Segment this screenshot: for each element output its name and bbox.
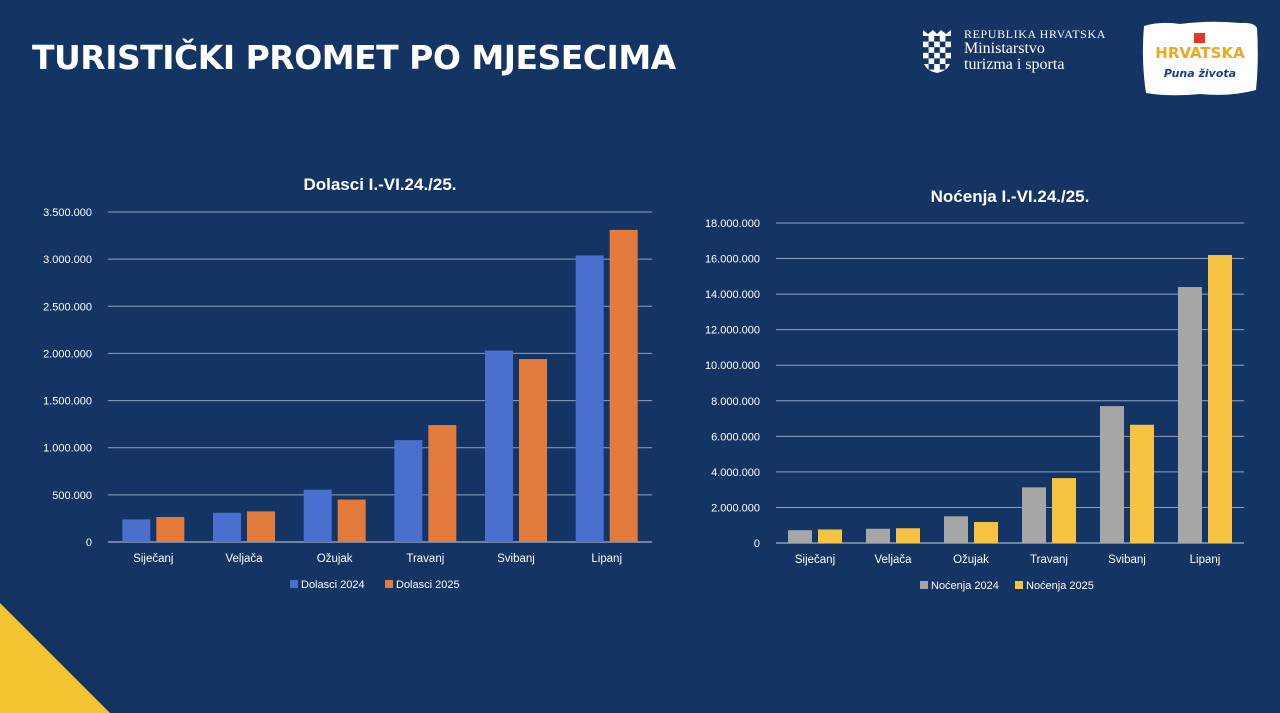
dolasci-bar-a	[575, 255, 604, 542]
nocenja-title: Noćenja I.-VI.24./25.	[931, 187, 1090, 206]
dolasci-bar-b	[609, 229, 638, 542]
nocenja-bar-a	[1022, 487, 1046, 543]
nocenja-bar-a	[1100, 406, 1124, 543]
nocenja-bar-b	[1052, 478, 1076, 543]
page-title: TURISTIČKI PROMET PO MJESECIMA	[32, 38, 676, 77]
dolasci-bar-b	[156, 517, 185, 542]
nocenja-ytick-label: 12.000.000	[705, 325, 760, 337]
dolasci-ytick-label: 500.000	[52, 490, 92, 502]
nocenja-legend-swatch	[1015, 581, 1023, 589]
hrvatska-logo: HRVATSKA Puna života	[1140, 20, 1260, 98]
dolasci-category-label: Siječanj	[133, 553, 173, 565]
dolasci-bar-a	[394, 440, 423, 542]
nocenja-legend-label: Noćenja 2025	[1026, 580, 1094, 592]
dolasci-category-label: Svibanj	[497, 553, 535, 565]
nocenja-ytick-label: 10.000.000	[705, 360, 760, 372]
dolasci-category-label: Veljača	[225, 553, 263, 565]
dolasci-ytick-label: 1.500.000	[43, 396, 92, 408]
nocenja-ytick-label: 18.000.000	[705, 218, 760, 230]
chart-nocenja: Noćenja I.-VI.24./25. 0 2.000.000 4.000.000…	[680, 170, 1260, 600]
dolasci-category-label: Travanj	[406, 553, 444, 565]
nocenja-bar-b	[818, 529, 842, 543]
dolasci-category-label: Lipanj	[591, 553, 622, 565]
nocenja-bar-b	[1130, 424, 1154, 543]
logo-word: HRVATSKA	[1155, 44, 1245, 62]
dolasci-legend-swatch	[290, 580, 298, 588]
nocenja-legend-label: Noćenja 2024	[931, 580, 999, 592]
nocenja-category-label: Veljača	[874, 554, 912, 566]
ministry-line1: REPUBLIKA HRVATSKA	[964, 26, 1106, 41]
nocenja-category-label: Svibanj	[1108, 554, 1146, 566]
chart-dolasci: Dolasci I.-VI.24./25. 0 500.000 1.000.000 1.…	[20, 160, 680, 600]
logo-tagline: Puna života	[1164, 67, 1236, 80]
nocenja-bar-a	[1178, 287, 1202, 543]
nocenja-ytick-label: 2.000.000	[711, 502, 760, 514]
nocenja-category-label: Lipanj	[1190, 554, 1221, 566]
croatian-coat-of-arms-icon	[923, 30, 951, 73]
dolasci-ytick-label: 0	[86, 537, 92, 549]
nocenja-ytick-label: 14.000.000	[705, 289, 760, 301]
dolasci-legend-label: Dolasci 2024	[301, 579, 365, 591]
dolasci-ytick-label: 1.000.000	[43, 443, 92, 455]
dolasci-bar-b	[337, 499, 366, 542]
nocenja-ytick-label: 6.000.000	[711, 431, 760, 443]
dolasci-legend-swatch	[385, 580, 393, 588]
dolasci-bar-a	[122, 519, 151, 542]
dolasci-bar-b	[519, 359, 547, 542]
nocenja-bar-a	[866, 528, 890, 543]
dolasci-category-label: Ožujak	[317, 553, 353, 565]
nocenja-category-label: Travanj	[1030, 554, 1068, 566]
nocenja-ytick-label: 0	[754, 538, 760, 550]
nocenja-bar-b	[1208, 255, 1232, 543]
nocenja-category-label: Siječanj	[795, 554, 835, 566]
dolasci-legend-label: Dolasci 2025	[396, 579, 460, 591]
dolasci-ytick-label: 2.500.000	[43, 301, 92, 313]
dolasci-title: Dolasci I.-VI.24./25.	[303, 175, 456, 194]
corner-triangle-decoration	[0, 603, 110, 713]
nocenja-ytick-label: 8.000.000	[711, 396, 760, 408]
chart-dolasci-svg: Dolasci I.-VI.24./25. 0 500.000 1.000.000 1.…	[43, 175, 652, 591]
dolasci-bar-b	[247, 511, 275, 542]
nocenja-legend-swatch	[920, 581, 928, 589]
chart-nocenja-svg: Noćenja I.-VI.24./25. 0 2.000.000 4.000.000…	[705, 187, 1244, 592]
nocenja-category-label: Ožujak	[953, 554, 989, 566]
nocenja-bar-a	[944, 516, 968, 543]
ministry-line3: turizma i sporta	[964, 56, 1065, 74]
nocenja-bar-b	[896, 528, 920, 543]
nocenja-ytick-label: 16.000.000	[705, 254, 760, 266]
ministry-logo: REPUBLIKA HRVATSKA Ministarstvo turizma …	[920, 26, 1106, 76]
nocenja-bar-b	[974, 522, 998, 543]
dolasci-ytick-label: 3.500.000	[43, 207, 92, 219]
logo-square-icon	[1194, 33, 1205, 43]
nocenja-bar-a	[788, 530, 812, 543]
dolasci-bar-a	[213, 512, 241, 542]
dolasci-ytick-label: 2.000.000	[43, 348, 92, 360]
nocenja-ytick-label: 4.000.000	[711, 467, 760, 479]
ministry-line2: Ministarstvo	[964, 39, 1045, 57]
dolasci-ytick-label: 3.000.000	[43, 254, 92, 266]
dolasci-bar-a	[303, 489, 332, 542]
dolasci-bar-a	[485, 350, 513, 542]
dolasci-bar-b	[428, 425, 457, 542]
